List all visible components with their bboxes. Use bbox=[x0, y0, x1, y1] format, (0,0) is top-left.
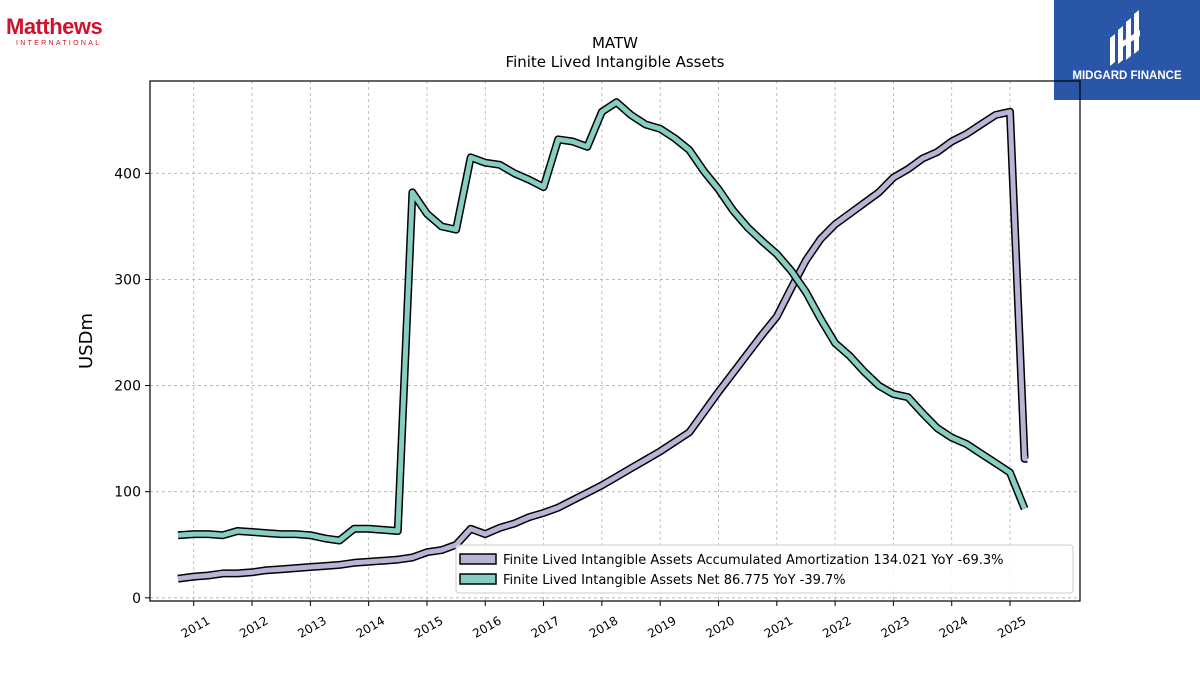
chart-subtitle: Finite Lived Intangible Assets bbox=[506, 53, 725, 71]
y-tick-label: 0 bbox=[132, 591, 141, 607]
x-tick-label: 2024 bbox=[937, 613, 970, 640]
x-tick-label: 2012 bbox=[237, 613, 270, 640]
matthews-logo-name: Matthews bbox=[6, 14, 103, 39]
series-line-0 bbox=[177, 107, 1029, 583]
y-axis-ticks: 0 100 200 300 400 bbox=[114, 166, 150, 607]
x-tick-label: 2011 bbox=[179, 613, 212, 640]
y-tick-label: 400 bbox=[114, 166, 141, 182]
y-tick-label: 200 bbox=[114, 379, 141, 395]
x-axis-ticks: 2011 2012 2013 2014 2015 2016 2017 2018 2019 2020… bbox=[179, 601, 1029, 641]
x-tick-label: 2020 bbox=[704, 613, 737, 640]
midgard-finance-wordmark: MIDGARD FINANCE bbox=[1072, 70, 1182, 82]
legend-swatch bbox=[459, 573, 497, 585]
series-line-outline bbox=[177, 98, 1029, 545]
midgard-finance-logo: MIDGARD FINANCE bbox=[1054, 0, 1200, 100]
y-tick-label: 100 bbox=[114, 485, 141, 501]
series-line-fill bbox=[177, 109, 1028, 582]
x-tick-label: 2021 bbox=[762, 613, 795, 640]
series-line-outline bbox=[177, 107, 1029, 583]
x-tick-label: 2017 bbox=[529, 613, 562, 640]
y-tick-label: 300 bbox=[114, 272, 141, 288]
y-axis-label: USDm bbox=[76, 313, 97, 369]
matthews-logo-sub: INTERNATIONAL bbox=[16, 40, 102, 47]
midgard-emblem-icon bbox=[1110, 10, 1140, 66]
x-tick-label: 2015 bbox=[412, 613, 445, 640]
x-tick-label: 2018 bbox=[587, 613, 620, 640]
series-line-1 bbox=[177, 98, 1029, 545]
legend-label: Finite Lived Intangible Assets Net 86.77… bbox=[503, 573, 846, 588]
chart-title: MATW bbox=[592, 34, 638, 52]
x-tick-label: 2023 bbox=[878, 613, 911, 640]
x-tick-label: 2019 bbox=[645, 613, 678, 640]
x-tick-label: 2014 bbox=[354, 613, 387, 640]
legend-swatch bbox=[459, 553, 497, 565]
legend-label: Finite Lived Intangible Assets Accumulat… bbox=[503, 553, 1004, 568]
series-layer bbox=[177, 98, 1029, 583]
plot-frame bbox=[149, 80, 1081, 602]
x-tick-label: 2016 bbox=[470, 613, 503, 640]
matthews-logo: Matthews INTERNATIONAL bbox=[6, 14, 103, 48]
x-tick-label: 2022 bbox=[820, 613, 853, 640]
legend: Finite Lived Intangible Assets Accumulat… bbox=[455, 544, 1074, 594]
grid-lines bbox=[150, 81, 1080, 601]
series-line-fill bbox=[177, 99, 1027, 543]
x-tick-label: 2025 bbox=[995, 613, 1028, 640]
x-tick-label: 2013 bbox=[295, 613, 328, 640]
legend-box bbox=[455, 544, 1074, 594]
